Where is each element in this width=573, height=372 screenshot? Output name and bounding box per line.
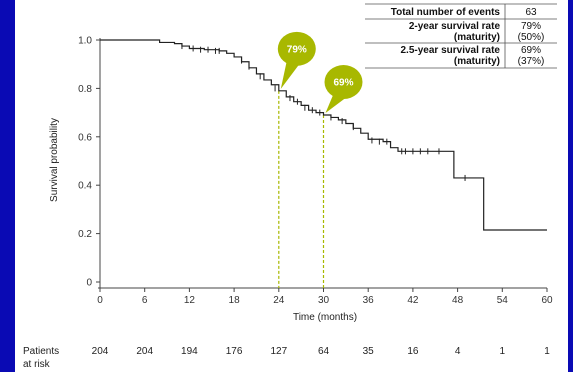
annotation-bubbles: 79% 69%	[277, 31, 363, 114]
table-row-label: 2.5-year survival rate	[400, 45, 500, 56]
y-axis-label: Survival probability	[49, 118, 60, 202]
table-row-label-sub: (maturity)	[454, 56, 500, 67]
x-tick-label: 60	[541, 295, 553, 306]
chart-panel: 0 0.2 0.4 0.6 0.8 1.0 0 6 12 18 24 30 36 42 48 54 60 79%…	[15, 0, 568, 372]
table-row-value-sub: (50%)	[518, 32, 545, 43]
x-tick-label: 24	[273, 295, 285, 306]
axes: 0 0.2 0.4 0.6 0.8 1.0 0 6 12 18 24 30 36 42 48 54 60	[78, 36, 553, 307]
x-tick-label: 0	[97, 295, 103, 306]
y-tick-label: 0.4	[78, 181, 92, 192]
bubble-label: 69%	[333, 78, 353, 89]
y-tick-label: 0	[86, 278, 92, 289]
table-row-value: 63	[525, 7, 537, 18]
y-tick-label: 0.2	[78, 229, 92, 240]
x-tick-label: 18	[229, 295, 241, 306]
guide-lines	[278, 90, 325, 288]
y-tick-label: 0.8	[78, 84, 92, 95]
bubble-shape	[324, 65, 363, 100]
x-tick-label: 12	[184, 295, 196, 306]
at-risk-value: 1	[544, 346, 550, 357]
x-tick-label: 42	[407, 295, 419, 306]
x-tick-label: 36	[363, 295, 375, 306]
table-row-label: Total number of events	[391, 7, 501, 18]
y-tick-label: 1.0	[78, 36, 92, 47]
at-risk-value: 204	[92, 346, 109, 357]
annotation-bubble: 69%	[324, 65, 363, 114]
x-axis-label: Time (months)	[293, 312, 357, 323]
censor-marks-layer	[181, 43, 466, 181]
survival-curve-layer	[100, 39, 547, 231]
x-tick-label: 30	[318, 295, 330, 306]
summary-table: Total number of events 63 2-year survival …	[365, 3, 557, 69]
at-risk-value: 64	[318, 346, 330, 357]
table-row-value-sub: (37%)	[518, 56, 545, 67]
at-risk-label-line2: at risk	[23, 359, 51, 370]
at-risk-value: 194	[181, 346, 198, 357]
table-row-value: 69%	[521, 45, 541, 56]
x-tick-label: 48	[452, 295, 464, 306]
table-row-label-sub: (maturity)	[454, 32, 500, 43]
at-risk-label-line1: Patients	[23, 346, 59, 357]
y-tick-label: 0.6	[78, 132, 92, 143]
at-risk-value: 4	[455, 346, 461, 357]
at-risk-value: 127	[270, 346, 287, 357]
x-tick-label: 6	[142, 295, 148, 306]
table-row-label: 2-year survival rate	[409, 21, 501, 32]
at-risk-value: 16	[407, 346, 419, 357]
bubble-pointer	[280, 60, 299, 89]
at-risk-value: 35	[363, 346, 375, 357]
at-risk-value: 204	[136, 346, 153, 357]
table-row-value: 79%	[521, 21, 541, 32]
annotation-bubble: 79%	[277, 31, 316, 89]
kaplan-meier-chart: 0 0.2 0.4 0.6 0.8 1.0 0 6 12 18 24 30 36 42 48 54 60 79%…	[23, 3, 557, 370]
at-risk-value: 1	[500, 346, 506, 357]
bubble-shape	[277, 31, 316, 66]
at-risk-value: 176	[226, 346, 243, 357]
survival-curve	[100, 39, 547, 231]
x-tick-label: 54	[497, 295, 509, 306]
bubble-label: 79%	[287, 44, 307, 55]
at-risk-row: 204 204 194 176 127 64 35 16 4 1 1	[92, 346, 551, 357]
